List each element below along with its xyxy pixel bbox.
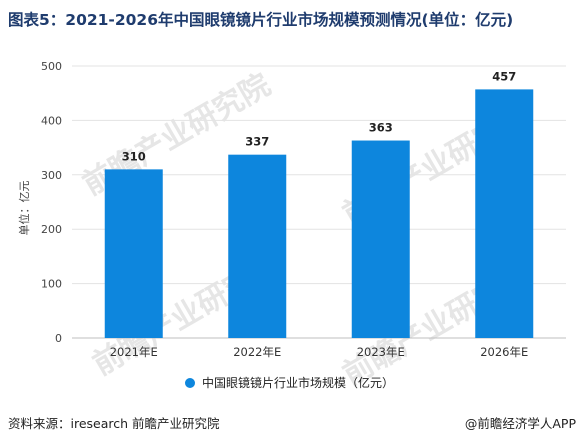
y-tick-label: 100 [41, 278, 62, 291]
data-label: 363 [369, 121, 393, 135]
bar [475, 89, 534, 338]
x-tick-label: 2026年E [480, 345, 528, 359]
source-note: 资料来源：iresearch 前瞻产业研究院 [8, 416, 220, 431]
data-label: 457 [492, 69, 516, 83]
data-label: 310 [122, 149, 146, 163]
y-tick-label: 300 [41, 169, 62, 182]
legend-label: 中国眼镜镜片行业市场规模（亿元） [202, 375, 394, 390]
x-tick-label: 2023年E [357, 345, 405, 359]
data-label: 337 [245, 135, 269, 149]
bar [104, 169, 163, 338]
bar [351, 140, 410, 338]
x-tick-label: 2022年E [233, 345, 281, 359]
y-tick-label: 500 [41, 60, 62, 73]
legend-marker [185, 378, 195, 388]
bar [228, 154, 287, 338]
bars: 310 337 363 457 [104, 69, 534, 338]
y-tick-label: 0 [55, 332, 62, 345]
credit-note: @前瞻经济学人APP [464, 416, 576, 431]
y-tick-label: 200 [41, 223, 62, 236]
x-tick-labels: 2021年E 2022年E 2023年E 2026年E [110, 345, 529, 359]
y-axis-label: 单位：亿元 [17, 181, 31, 236]
x-tick-label: 2021年E [110, 345, 158, 359]
chart-title: 图表5：2021-2026年中国眼镜镜片行业市场规模预测情况(单位：亿元) [8, 11, 514, 29]
y-tick-label: 400 [41, 114, 62, 127]
legend: 中国眼镜镜片行业市场规模（亿元） [185, 375, 394, 390]
y-tick-labels: 0 100 200 300 400 500 [41, 60, 62, 345]
